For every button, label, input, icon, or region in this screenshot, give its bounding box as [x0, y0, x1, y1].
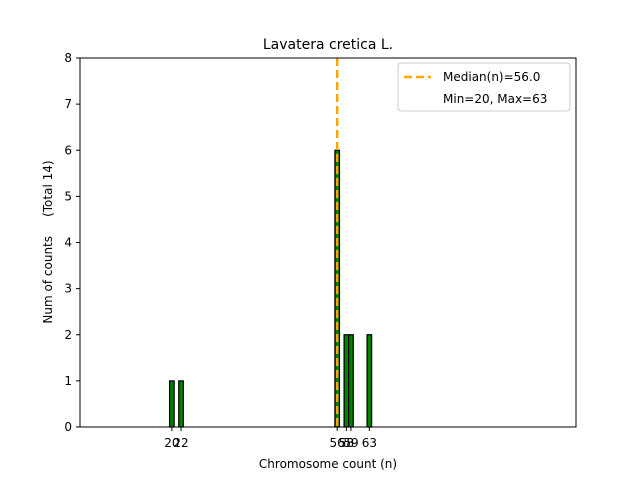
histogram-bar — [348, 334, 354, 428]
y-tick-label: 2 — [64, 328, 72, 342]
x-tick-label: 20 — [164, 436, 179, 450]
y-tick-label: 3 — [64, 282, 72, 296]
y-tick-label: 1 — [64, 374, 72, 388]
y-tick-label: 5 — [64, 189, 72, 203]
histogram-bar — [178, 380, 184, 428]
x-tick-label: 58 — [339, 436, 354, 450]
y-tick-label: 8 — [64, 51, 72, 65]
x-axis-label: Chromosome count (n) — [259, 457, 397, 471]
x-tick-label: 59 — [343, 436, 358, 450]
x-tick-label: 22 — [173, 436, 188, 450]
histogram-bar — [366, 334, 373, 428]
legend-label: Median(n)=56.0 — [443, 70, 540, 84]
histogram-bar — [343, 334, 350, 428]
legend: Median(n)=56.0 Min=20, Max=63 — [397, 62, 571, 112]
y-tick-label: 7 — [64, 97, 72, 111]
legend-label: Min=20, Max=63 — [443, 92, 547, 106]
y-tick-label: 6 — [64, 143, 72, 157]
y-tick-label: 0 — [64, 420, 72, 434]
histogram-bar — [168, 380, 175, 428]
x-tick-label: 63 — [362, 436, 377, 450]
chart-title: Lavatera cretica L. — [263, 37, 393, 53]
legend-box — [397, 62, 571, 112]
x-tick-label: 56 — [330, 436, 345, 450]
y-tick-label: 4 — [64, 236, 72, 250]
y-axis-label: Num of counts (Total 14) — [41, 160, 55, 323]
